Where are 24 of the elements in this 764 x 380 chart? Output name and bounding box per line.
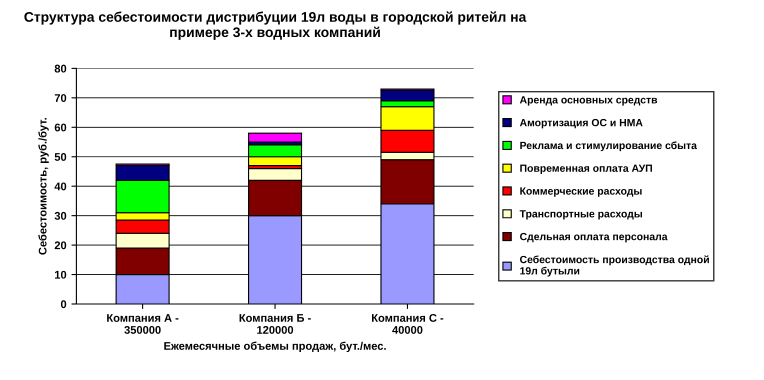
x-tick-label: Компания С - 40000	[372, 314, 444, 334]
legend-label: Транспортные расходы	[520, 210, 642, 220]
legend-label: Себестоимость производства одной 19л бутыли	[520, 255, 709, 277]
y-tick-label: 50	[54, 153, 66, 161]
y-tick-label: 70	[54, 94, 66, 102]
legend-label: Амортизация ОС и НМА	[520, 118, 643, 128]
y-tick-label: 0	[60, 300, 66, 308]
y-tick-label: 60	[54, 124, 66, 132]
y-tick-label: 80	[54, 64, 66, 73]
x-tick-label: Компания А - 350000	[107, 314, 178, 334]
x-axis-title: Ежемесячные объемы продаж, бут./мес.	[164, 342, 386, 352]
y-tick-label: 10	[55, 270, 66, 279]
chart-title: Структура себестоимости дистрибуции 19л воды в городской ритейл на примере 3-х водных компаний	[24, 11, 526, 40]
bar	[248, 132, 302, 143]
y-tick-label: 40	[54, 182, 66, 190]
legend-label: Аренда основных средств	[520, 96, 658, 106]
y-tick-label: 20	[54, 241, 66, 250]
y-axis-title: Себестоимость, руб./бут.	[38, 118, 49, 255]
legend-label: Реклама и стимулирование сбыта	[520, 141, 698, 152]
legend-label: Повременная оплата АУП	[520, 164, 652, 174]
legend-label: Сдельная оплата персонала	[520, 232, 668, 242]
x-tick-label: Компания Б - 120000	[240, 314, 311, 334]
legend-label: Коммерческие расходы	[520, 187, 642, 197]
y-tick-label: 30	[54, 212, 66, 220]
